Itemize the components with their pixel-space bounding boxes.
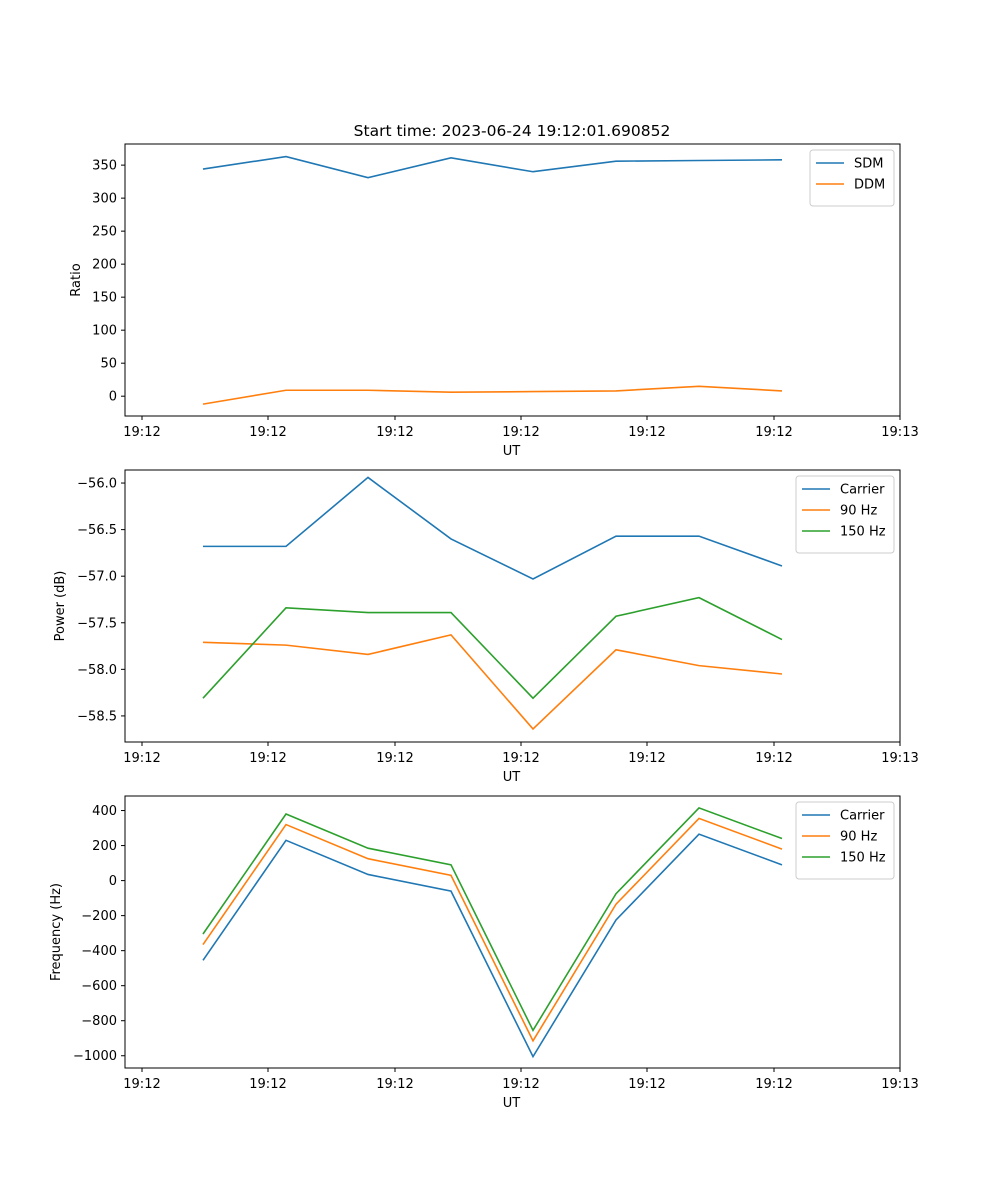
series-line-90-hz: [202, 817, 783, 1043]
x-tick-label: 19:12: [376, 425, 413, 440]
legend-label: Carrier: [840, 483, 885, 498]
x-axis-label: UT: [503, 444, 521, 459]
figure-title: Start time: 2023-06-24 19:12:01.690852: [354, 122, 671, 140]
x-tick-label: 19:13: [881, 751, 918, 766]
series-lines: [202, 806, 783, 1059]
y-tick-label: 200: [92, 258, 117, 273]
subplot-1: 19:12 19:12 19:12 19:12 19:12 19:12 19:13 UT 0 50…: [69, 143, 919, 459]
y-axis-label: Frequency (Hz): [49, 883, 64, 981]
legend-box: [809, 149, 895, 207]
subplot-3: 19:12 19:12 19:12 19:12 19:12 19:12 19:13 UT −10…: [49, 795, 919, 1111]
y-tick-label: −58.5: [77, 709, 117, 724]
series-line-carrier: [203, 476, 783, 580]
series-line-sdm: [202, 155, 783, 179]
y-tick-label: −1000: [73, 1049, 117, 1064]
y-tick-label: 200: [92, 839, 117, 854]
x-tick-label: 19:13: [881, 1077, 918, 1092]
y-tick-label: −400: [81, 944, 117, 959]
y-tick-label: 350: [92, 159, 117, 174]
x-tick-label: 19:12: [755, 751, 792, 766]
y-tick-label: −58.0: [77, 663, 117, 678]
x-tick-label: 19:12: [123, 425, 160, 440]
legend-label: SDM: [854, 157, 883, 172]
y-tick-label: −56.0: [77, 477, 117, 492]
x-tick-label: 19:12: [376, 1077, 413, 1092]
x-tick-label: 19:12: [502, 751, 539, 766]
x-tick-label: 19:12: [123, 751, 160, 766]
y-tick-label: 0: [109, 874, 117, 889]
y-tick-label: 150: [92, 291, 117, 306]
series-line-carrier: [202, 833, 783, 1059]
x-tick-label: 19:12: [376, 751, 413, 766]
x-tick-label: 19:12: [249, 425, 286, 440]
x-tick-label: 19:13: [881, 425, 918, 440]
x-axis: 19:12 19:12 19:12 19:12 19:12 19:12 19:13 UT: [123, 1068, 919, 1111]
x-axis: 19:12 19:12 19:12 19:12 19:12 19:12 19:13 UT: [123, 742, 919, 785]
subplots: 19:12 19:12 19:12 19:12 19:12 19:12 19:13 UT 0 50…: [49, 143, 919, 1111]
x-tick-label: 19:12: [249, 1077, 286, 1092]
series-lines: [202, 476, 783, 731]
series-lines: [202, 155, 783, 405]
y-tick-label: 100: [92, 324, 117, 339]
x-tick-label: 19:12: [628, 1077, 665, 1092]
legend-label: 150 Hz: [840, 525, 886, 540]
series-line-90-hz: [202, 633, 783, 731]
x-tick-label: 19:12: [502, 1077, 539, 1092]
y-tick-label: 50: [100, 357, 117, 372]
y-tick-label: 400: [92, 804, 117, 819]
legend-label: 150 Hz: [840, 851, 886, 866]
legend: Carrier 90 Hz 150 Hz: [795, 801, 895, 880]
x-tick-label: 19:12: [123, 1077, 160, 1092]
y-axis: −1000 −800 −600 −400 −200 0 200 400 Frequency (H…: [49, 804, 125, 1064]
subplot-2: 19:12 19:12 19:12 19:12 19:12 19:12 19:13 UT −58…: [53, 469, 919, 785]
legend: SDM DDM: [809, 149, 895, 207]
y-tick-label: −200: [81, 909, 117, 924]
x-tick-label: 19:12: [628, 425, 665, 440]
x-tick-label: 19:12: [755, 425, 792, 440]
legend-label: Carrier: [840, 809, 885, 824]
y-tick-label: −800: [81, 1014, 117, 1029]
x-axis-label: UT: [503, 770, 521, 785]
y-tick-label: 250: [92, 225, 117, 240]
y-tick-label: −600: [81, 979, 117, 994]
x-tick-label: 19:12: [755, 1077, 792, 1092]
y-tick-label: 0: [109, 390, 117, 405]
y-axis-label: Ratio: [69, 263, 84, 296]
y-tick-label: 300: [92, 192, 117, 207]
x-tick-label: 19:12: [502, 425, 539, 440]
y-axis: −58.5 −58.0 −57.5 −57.0 −56.5 −56.0 Power (dB): [53, 477, 125, 724]
legend-label: 90 Hz: [840, 504, 877, 519]
y-tick-label: −57.0: [77, 570, 117, 585]
axes-frame: [124, 469, 901, 743]
axes-frame: [124, 795, 901, 1069]
y-axis-label: Power (dB): [53, 571, 68, 642]
series-line-150-hz: [202, 596, 783, 700]
y-tick-label: −57.5: [77, 616, 117, 631]
x-tick-label: 19:12: [628, 751, 665, 766]
series-line-ddm: [202, 385, 783, 405]
legend: Carrier 90 Hz 150 Hz: [795, 475, 895, 554]
legend-label: 90 Hz: [840, 830, 877, 845]
y-axis: 0 50 100 150 200 250 300 350 Ratio: [69, 159, 125, 405]
series-line-150-hz: [202, 806, 783, 1032]
x-tick-label: 19:12: [249, 751, 286, 766]
legend-box: [795, 475, 895, 554]
x-axis: 19:12 19:12 19:12 19:12 19:12 19:12 19:13 UT: [123, 416, 919, 459]
x-axis-label: UT: [503, 1096, 521, 1111]
y-tick-label: −56.5: [77, 523, 117, 538]
axes-frame: [124, 143, 901, 417]
legend-box: [795, 801, 895, 880]
legend-label: DDM: [854, 178, 885, 193]
